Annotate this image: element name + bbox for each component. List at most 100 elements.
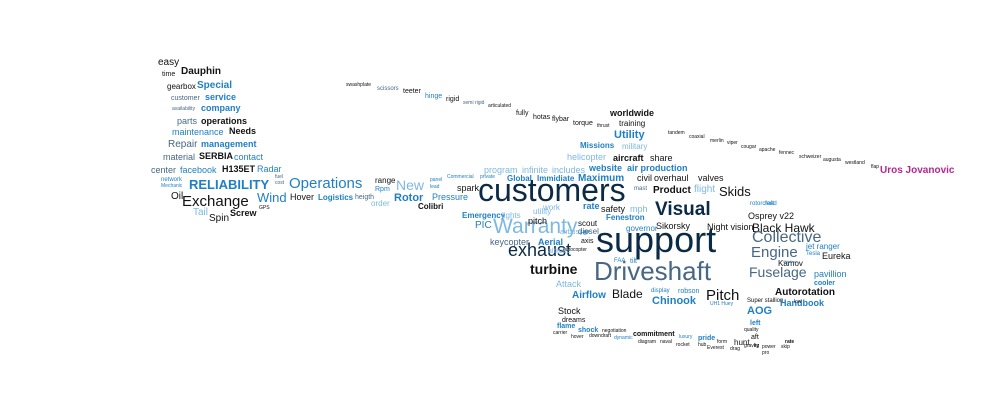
word: customers — [478, 172, 626, 208]
word: UH1 Huey — [710, 301, 734, 307]
word: civil — [637, 173, 652, 183]
word: parts — [177, 116, 198, 126]
word: Pitch — [706, 287, 740, 304]
word: worldwide — [610, 108, 655, 118]
word: private — [480, 174, 496, 180]
word: gravity — [744, 343, 759, 349]
word: heigth — [355, 194, 375, 201]
word: Dauphin — [181, 66, 221, 77]
word: airbus — [560, 229, 580, 236]
word: shock — [578, 327, 599, 334]
word: fuel — [275, 174, 284, 180]
word: Chinook — [652, 295, 696, 307]
word: spark — [457, 183, 480, 193]
word: Attack — [556, 279, 582, 289]
word: Collective — [752, 229, 822, 246]
word: cougar — [741, 144, 757, 150]
word: flap — [871, 164, 880, 170]
word: keycopter — [490, 237, 530, 247]
word: share — [650, 153, 673, 163]
word: Fuselage — [749, 264, 807, 280]
word: drag — [730, 346, 741, 352]
word: Uros Jovanovic — [880, 165, 955, 176]
word: Everest — [707, 345, 724, 351]
word: Hover — [290, 192, 315, 202]
word: Operations — [289, 175, 363, 192]
word: quality — [744, 327, 759, 333]
word: hinge — [425, 93, 443, 100]
word: contact — [234, 152, 264, 162]
word: material — [163, 152, 196, 162]
word: mast — [634, 186, 648, 192]
word: axis — [581, 238, 594, 245]
word: hub — [698, 342, 707, 348]
word: HP — [580, 230, 590, 237]
word: website — [589, 163, 623, 173]
word: power — [762, 344, 776, 350]
word: jet ranger — [806, 242, 840, 251]
word: Autorotation — [775, 287, 835, 298]
word: Needs — [229, 126, 257, 136]
word: Super stallion — [747, 298, 784, 304]
word: Fenestron — [606, 213, 645, 222]
word: Rpm — [375, 186, 390, 193]
word: dynamic — [614, 335, 633, 341]
word: scissors — [377, 86, 399, 92]
word: Special — [197, 80, 233, 91]
word: diagram — [638, 339, 657, 345]
word: includes — [552, 165, 586, 175]
word: rotorcraft — [750, 201, 775, 207]
word: network — [161, 177, 183, 183]
word: rigid — [446, 96, 460, 103]
word: Tail — [193, 207, 209, 218]
word: Exchange — [182, 193, 249, 210]
word: Stock — [558, 306, 581, 316]
word: Night vision — [707, 222, 754, 232]
word: Driveshaft — [594, 256, 712, 286]
word: low — [794, 299, 802, 305]
word: scout — [578, 219, 598, 228]
word: Missions — [580, 141, 615, 150]
word: aircraft — [613, 153, 644, 163]
word: GPS — [259, 205, 270, 211]
word: FAA — [614, 258, 626, 264]
word: cooler — [814, 280, 836, 287]
word: Screw — [230, 208, 257, 218]
word: tilt — [630, 258, 637, 265]
word: Radar — [257, 164, 282, 174]
word: facebook — [180, 165, 217, 175]
word: Black Hawk — [752, 221, 815, 235]
word: Skids — [719, 184, 751, 199]
word: lights — [502, 211, 521, 220]
word: military — [622, 142, 648, 151]
word: pitch — [528, 216, 548, 226]
word: merlin — [710, 138, 724, 144]
word: order — [371, 199, 390, 208]
word: operations — [201, 116, 248, 126]
word: Sikorsky — [656, 221, 691, 231]
word: valves — [698, 173, 724, 183]
word: Oil — [171, 191, 184, 202]
word: Colibri — [418, 202, 444, 211]
word: Kamov — [778, 259, 803, 268]
word: availability — [172, 106, 196, 112]
word: Maximum — [578, 173, 625, 184]
word: flybar — [552, 116, 570, 123]
word: swashplate — [346, 82, 372, 88]
word: gearbox — [167, 82, 196, 91]
word: Handbook — [780, 298, 824, 308]
word: training — [619, 119, 646, 128]
word: Commercial — [447, 174, 474, 180]
word: fennec — [779, 150, 795, 156]
word: RELIABILITY — [189, 177, 270, 192]
word: safety — [601, 204, 626, 214]
word: Immidiate — [537, 174, 575, 183]
word: Wind — [257, 190, 287, 205]
word: cost — [275, 180, 285, 186]
word: helicopter — [567, 152, 607, 162]
word: Tesla — [806, 251, 821, 257]
word: articulated — [488, 103, 512, 109]
word: Aerial — [538, 237, 564, 247]
word: dreams — [562, 317, 586, 324]
